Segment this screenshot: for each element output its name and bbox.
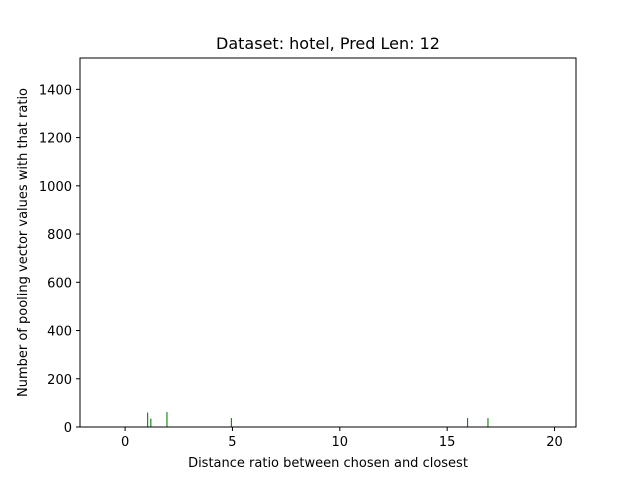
bar [147, 412, 149, 427]
x-tick-label: 15 [439, 435, 456, 450]
bar [150, 418, 152, 427]
y-tick-label: 1400 [39, 83, 72, 98]
bars-group [147, 412, 489, 427]
plot-frame [79, 57, 577, 428]
bar [487, 418, 489, 427]
y-tick-label: 1000 [39, 180, 72, 195]
x-axis-label: Distance ratio between chosen and closes… [188, 456, 468, 471]
y-axis-label: Number of pooling vector values with tha… [16, 88, 31, 397]
bar [230, 418, 232, 427]
y-tick-label: 600 [47, 276, 72, 291]
y-ticks-group: 0 200 400 600 800 1000 1200 1400 [39, 83, 80, 436]
x-ticks-group: 0 5 10 15 20 [121, 427, 563, 450]
x-tick-label: 10 [332, 435, 349, 450]
y-tick-label: 200 [47, 373, 72, 388]
x-tick-label: 5 [228, 435, 236, 450]
x-tick-label: 0 [121, 435, 129, 450]
bar [467, 418, 469, 427]
x-tick-label: 20 [546, 435, 563, 450]
y-tick-label: 0 [64, 421, 72, 436]
chart-title: Dataset: hotel, Pred Len: 12 [216, 34, 440, 53]
y-tick-label: 400 [47, 325, 72, 340]
bar [166, 412, 168, 427]
y-tick-label: 1200 [39, 132, 72, 147]
y-tick-label: 800 [47, 228, 72, 243]
